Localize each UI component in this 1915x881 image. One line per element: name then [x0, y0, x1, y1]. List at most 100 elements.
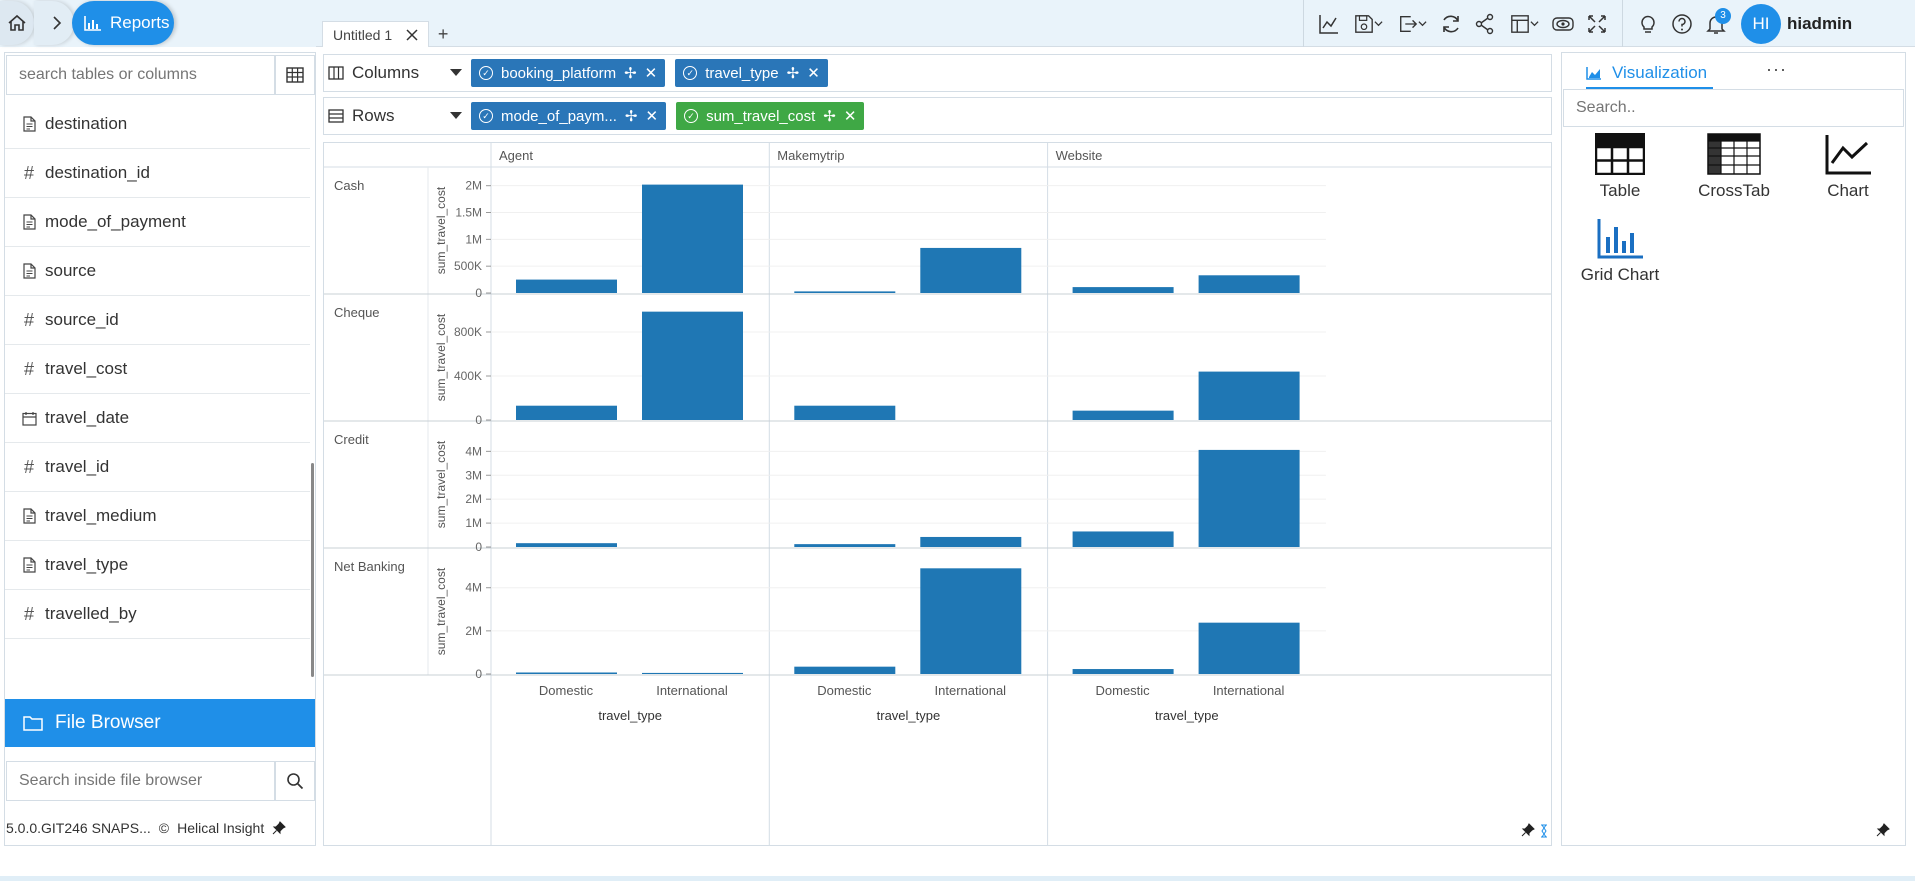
pill-label: mode_of_paym... [501, 107, 617, 125]
help-button[interactable] [1665, 7, 1699, 41]
bar [1198, 622, 1300, 674]
field-item[interactable]: travel_medium [5, 492, 310, 541]
chart-options-button[interactable] [1312, 7, 1346, 41]
shelf-pill[interactable]: ✓ sum_travel_cost ✢ ✕ [676, 102, 865, 130]
file-browser-button[interactable]: File Browser [5, 699, 315, 747]
more-options-button[interactable]: ··· [1766, 59, 1787, 79]
toolbar: 3 HI hiadmin [1295, 0, 1867, 47]
table-view-button[interactable] [275, 55, 315, 95]
status-strip [0, 876, 1915, 881]
tab-title: Untitled 1 [333, 26, 393, 43]
x-tick-label: Domestic [817, 683, 872, 698]
field-item[interactable]: mode_of_payment [5, 198, 310, 247]
caret-down-icon[interactable] [450, 112, 462, 120]
y-tick-label: 2M [465, 492, 482, 506]
save-icon [1354, 14, 1373, 33]
tips-button[interactable] [1631, 7, 1665, 41]
home-button[interactable] [0, 1, 34, 45]
x-tick-label: International [935, 683, 1007, 698]
share-button[interactable] [1468, 7, 1502, 41]
user-menu[interactable]: HI hiadmin [1741, 3, 1867, 44]
y-tick-label: 1M [465, 232, 482, 246]
help-icon [1672, 13, 1692, 34]
divider [1303, 0, 1304, 47]
lightbulb-icon [1641, 15, 1655, 33]
x-axis-label: travel_type [877, 708, 941, 723]
preview-button[interactable] [1546, 7, 1580, 41]
y-axis-label: sum_travel_cost [434, 186, 448, 274]
add-tab-button[interactable]: + [429, 21, 457, 47]
hash-icon: # [23, 162, 34, 183]
visualization-search-input[interactable] [1563, 89, 1904, 127]
calendar-icon [21, 409, 37, 427]
bar [642, 672, 743, 674]
bar [794, 666, 896, 674]
viz-type-table[interactable]: Table [1570, 133, 1670, 213]
pin-icon[interactable] [1876, 823, 1890, 837]
document-icon [21, 507, 37, 525]
save-button[interactable] [1346, 7, 1390, 41]
layout-button[interactable] [1502, 7, 1546, 41]
field-item[interactable]: # travel_cost [5, 345, 310, 394]
columns-shelf: Columns ✓ booking_platform ✢ ✕ ✓ travel_type ✢… [323, 54, 1552, 92]
field-name: travel_medium [45, 506, 157, 525]
file-browser-search-button[interactable] [275, 761, 315, 801]
field-item[interactable]: # source_id [5, 296, 310, 345]
close-icon[interactable]: ✕ [645, 108, 659, 125]
field-item[interactable]: source [5, 247, 310, 296]
bar [920, 568, 1022, 674]
breadcrumb-expand-button[interactable] [34, 1, 74, 45]
move-icon[interactable]: ✢ [786, 65, 800, 82]
column-facet-label: Website [1056, 148, 1103, 163]
move-icon[interactable]: ✢ [823, 108, 836, 125]
shelf-pill[interactable]: ✓ booking_platform ✢ ✕ [471, 59, 666, 87]
file-browser-search-input[interactable] [6, 761, 275, 801]
tab-untitled[interactable]: Untitled 1 [322, 21, 430, 47]
close-icon[interactable]: ✕ [843, 108, 857, 125]
pin-icon[interactable] [1521, 823, 1551, 839]
bar [1072, 287, 1174, 293]
fullscreen-button[interactable] [1580, 7, 1614, 41]
shelf-pill[interactable]: ✓ travel_type ✢ ✕ [675, 59, 828, 87]
field-item[interactable]: travel_type [5, 541, 310, 590]
y-tick-label: 1M [465, 516, 482, 530]
field-item[interactable]: travel_date [5, 394, 310, 443]
field-item[interactable]: destination [5, 100, 310, 149]
field-item[interactable]: # travel_id [5, 443, 310, 492]
y-tick-label: 500K [454, 259, 482, 273]
field-item[interactable]: # destination_id [5, 149, 310, 198]
viz-type-crosstab[interactable]: CrossTab [1684, 133, 1784, 213]
bar [1198, 371, 1300, 420]
shelf-pill[interactable]: ✓ mode_of_paym... ✢ ✕ [471, 102, 667, 130]
search-input[interactable] [6, 55, 275, 95]
layout-icon [1510, 14, 1529, 33]
eye-icon [1552, 16, 1574, 31]
pin-icon[interactable] [272, 821, 287, 835]
export-button[interactable] [1390, 7, 1434, 41]
y-axis-label: sum_travel_cost [434, 440, 448, 528]
move-icon[interactable]: ✢ [624, 65, 637, 82]
viz-type-chart[interactable]: Chart [1798, 133, 1898, 213]
refresh-icon [1443, 15, 1459, 32]
viz-type-grid-chart[interactable]: Grid Chart [1570, 217, 1670, 297]
document-icon [21, 556, 37, 574]
pill-label: booking_platform [501, 64, 617, 82]
tab-visualization[interactable]: Visualization [1586, 59, 1714, 89]
close-icon[interactable] [406, 28, 418, 41]
refresh-button[interactable] [1434, 7, 1468, 41]
notifications-button[interactable]: 3 [1699, 7, 1733, 41]
visualization-tab-label: Visualization [1612, 63, 1708, 82]
user-name: hiadmin [1787, 13, 1853, 33]
move-icon[interactable]: ✢ [624, 108, 638, 125]
row-pills: ✓ mode_of_paym... ✢ ✕ ✓ sum_travel_cost ✢ ✕ [471, 102, 865, 130]
field-item[interactable]: # travelled_by [5, 590, 310, 639]
viz-type-label: CrossTab [1698, 181, 1770, 200]
grid-icon [286, 67, 304, 83]
field-name: mode_of_payment [45, 212, 186, 231]
x-tick-label: Domestic [1096, 683, 1151, 698]
breadcrumb-reports[interactable]: Reports [72, 1, 174, 45]
caret-down-icon[interactable] [450, 69, 462, 77]
close-icon[interactable]: ✕ [807, 65, 820, 82]
close-icon[interactable]: ✕ [644, 65, 658, 82]
scrollbar[interactable] [311, 463, 314, 677]
